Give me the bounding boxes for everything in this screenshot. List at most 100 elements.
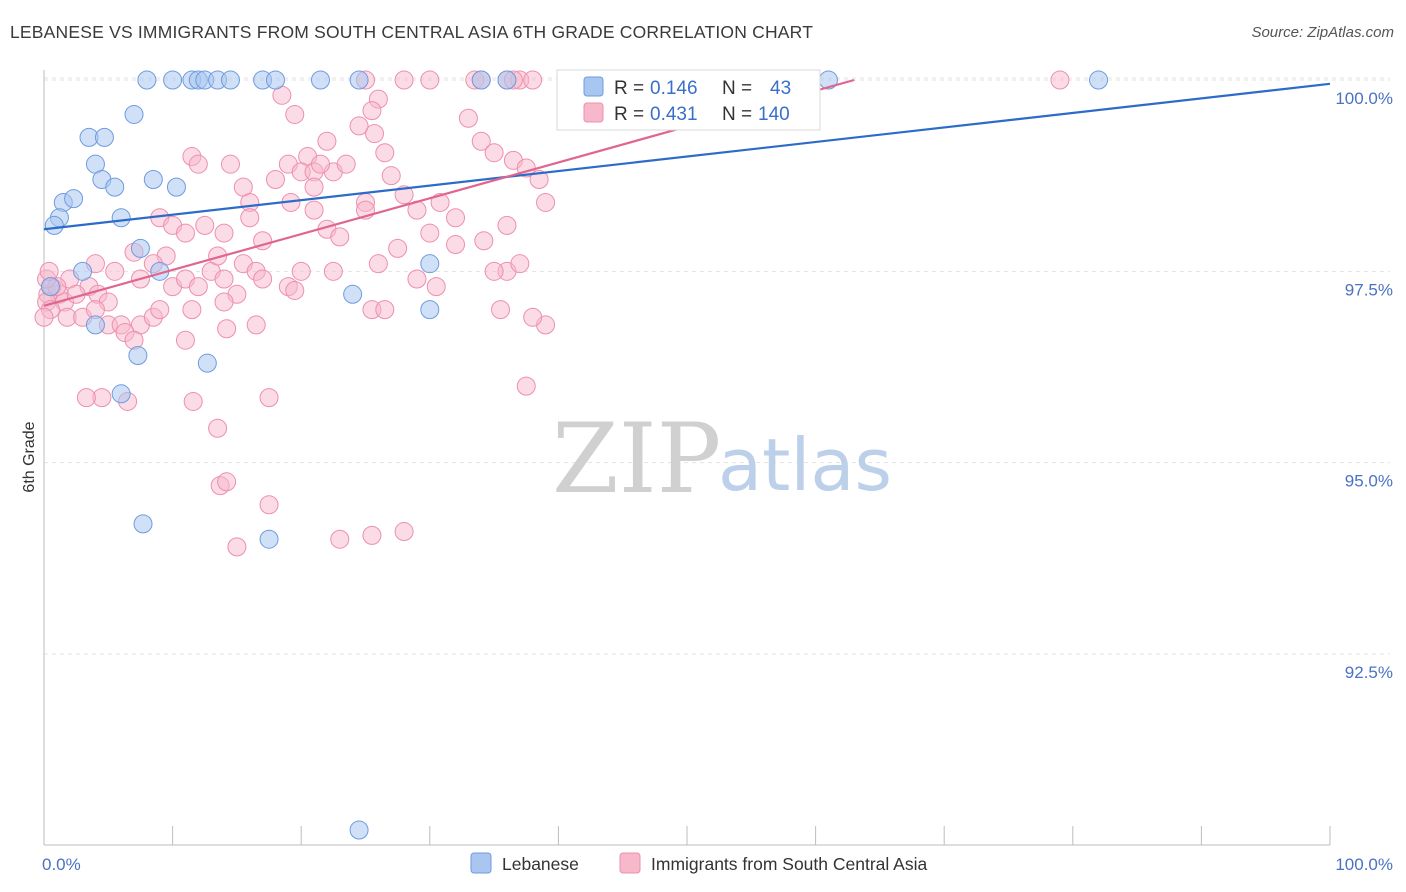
point-immigrants-46 bbox=[420, 223, 440, 243]
point-immigrants-123 bbox=[259, 388, 279, 408]
point-lebanese-32 bbox=[343, 284, 363, 304]
point-lebanese-0 bbox=[137, 70, 157, 90]
point-immigrants-55 bbox=[304, 200, 324, 220]
legend-swatch-immigrants bbox=[583, 102, 604, 123]
point-immigrants-36 bbox=[188, 154, 208, 174]
point-immigrants-39 bbox=[304, 177, 324, 197]
point-immigrants-17 bbox=[349, 116, 369, 136]
gridlines bbox=[44, 77, 1390, 655]
legend-r-label-immigrants: R = bbox=[614, 104, 644, 125]
stats-legend: R = 0.146 N = 43 R = 0.431 N = 140 bbox=[556, 69, 821, 131]
point-immigrants-131 bbox=[394, 522, 414, 542]
point-immigrants-47 bbox=[474, 231, 494, 251]
point-lebanese-35 bbox=[420, 300, 440, 320]
point-immigrants-1 bbox=[394, 70, 414, 90]
point-immigrants-20 bbox=[471, 131, 491, 151]
legend-n-label-lebanese: N = bbox=[722, 78, 752, 99]
point-immigrants-15 bbox=[362, 101, 382, 121]
x-ticks bbox=[43, 826, 1331, 845]
point-immigrants-23 bbox=[375, 143, 395, 163]
watermark-atlas: atlas bbox=[718, 423, 892, 507]
point-lebanese-41 bbox=[349, 820, 369, 840]
bottom-legend-swatch-lebanese bbox=[470, 852, 492, 874]
point-lebanese-38 bbox=[111, 384, 131, 404]
point-immigrants-7 bbox=[523, 70, 543, 90]
point-lebanese-39 bbox=[133, 514, 153, 534]
point-immigrants-52 bbox=[214, 223, 234, 243]
point-immigrants-137 bbox=[330, 227, 350, 247]
point-immigrants-122 bbox=[183, 391, 203, 411]
point-lebanese-22 bbox=[143, 169, 163, 189]
y-axis-title: 6th Grade bbox=[21, 421, 38, 492]
point-immigrants-45 bbox=[446, 208, 466, 228]
point-lebanese-16 bbox=[124, 104, 144, 124]
legend-r-label-lebanese: R = bbox=[614, 78, 644, 99]
point-immigrants-16 bbox=[458, 108, 478, 128]
point-immigrants-2 bbox=[420, 70, 440, 90]
point-immigrants-104 bbox=[182, 300, 202, 320]
point-lebanese-40 bbox=[259, 529, 279, 549]
point-immigrants-134 bbox=[497, 215, 517, 235]
point-lebanese-10 bbox=[349, 70, 369, 90]
legend-n-label-immigrants: N = bbox=[722, 104, 752, 125]
point-immigrants-129 bbox=[330, 529, 350, 549]
point-immigrants-133 bbox=[523, 307, 543, 327]
point-lebanese-36 bbox=[128, 346, 148, 366]
point-lebanese-28 bbox=[111, 208, 131, 228]
point-immigrants-21 bbox=[484, 143, 504, 163]
point-lebanese-34 bbox=[85, 315, 105, 335]
legend-n-value-lebanese: 43 bbox=[770, 78, 791, 99]
legend-n-value-immigrants: 140 bbox=[758, 104, 790, 125]
point-immigrants-115 bbox=[375, 300, 395, 320]
point-immigrants-111 bbox=[34, 307, 54, 327]
point-immigrants-120 bbox=[76, 388, 96, 408]
point-lebanese-30 bbox=[73, 261, 93, 281]
point-immigrants-64 bbox=[291, 261, 311, 281]
series-immigrants-points bbox=[34, 70, 1070, 557]
point-lebanese-8 bbox=[265, 70, 285, 90]
point-immigrants-53 bbox=[240, 208, 260, 228]
point-immigrants-65 bbox=[323, 261, 343, 281]
point-immigrants-132 bbox=[484, 261, 504, 281]
x-tick-label-max: 100.0% bbox=[1335, 855, 1393, 874]
series-lebanese-points bbox=[40, 70, 1109, 840]
point-lebanese-25 bbox=[64, 189, 84, 209]
bottom-legend: Lebanese Immigrants from South Central A… bbox=[470, 852, 927, 874]
bottom-legend-label-lebanese: Lebanese bbox=[502, 854, 579, 874]
point-immigrants-126 bbox=[217, 472, 237, 492]
point-immigrants-69 bbox=[426, 277, 446, 297]
point-lebanese-27 bbox=[44, 215, 64, 235]
point-immigrants-130 bbox=[362, 525, 382, 545]
point-lebanese-21 bbox=[105, 177, 125, 197]
point-immigrants-43 bbox=[394, 185, 414, 205]
point-lebanese-23 bbox=[166, 177, 186, 197]
point-immigrants-71 bbox=[510, 254, 530, 274]
point-immigrants-118 bbox=[516, 376, 536, 396]
point-immigrants-32 bbox=[336, 154, 356, 174]
x-tick-label-min: 0.0% bbox=[42, 855, 81, 874]
bottom-legend-swatch-immigrants bbox=[619, 852, 641, 874]
point-immigrants-74 bbox=[105, 261, 125, 281]
chart-title: LEBANESE VS IMMIGRANTS FROM SOUTH CENTRA… bbox=[10, 22, 814, 42]
point-immigrants-34 bbox=[529, 169, 549, 189]
point-immigrants-83 bbox=[285, 280, 305, 300]
point-immigrants-135 bbox=[536, 192, 556, 212]
point-lebanese-11 bbox=[471, 70, 491, 90]
point-immigrants-51 bbox=[195, 215, 215, 235]
point-immigrants-78 bbox=[188, 277, 208, 297]
y-tick-label-3: 92.5% bbox=[1345, 663, 1393, 682]
point-immigrants-128 bbox=[227, 537, 247, 557]
point-immigrants-79 bbox=[214, 269, 234, 289]
point-immigrants-116 bbox=[491, 300, 511, 320]
point-immigrants-81 bbox=[253, 269, 273, 289]
point-lebanese-29 bbox=[130, 238, 150, 258]
legend-r-value-immigrants: 0.431 bbox=[650, 104, 698, 125]
point-immigrants-110 bbox=[175, 330, 195, 350]
y-tick-label-1: 97.5% bbox=[1345, 280, 1393, 299]
point-immigrants-44 bbox=[430, 192, 450, 212]
point-lebanese-6 bbox=[220, 70, 240, 90]
point-immigrants-68 bbox=[407, 269, 427, 289]
point-lebanese-37 bbox=[197, 353, 217, 373]
point-immigrants-107 bbox=[217, 319, 237, 339]
